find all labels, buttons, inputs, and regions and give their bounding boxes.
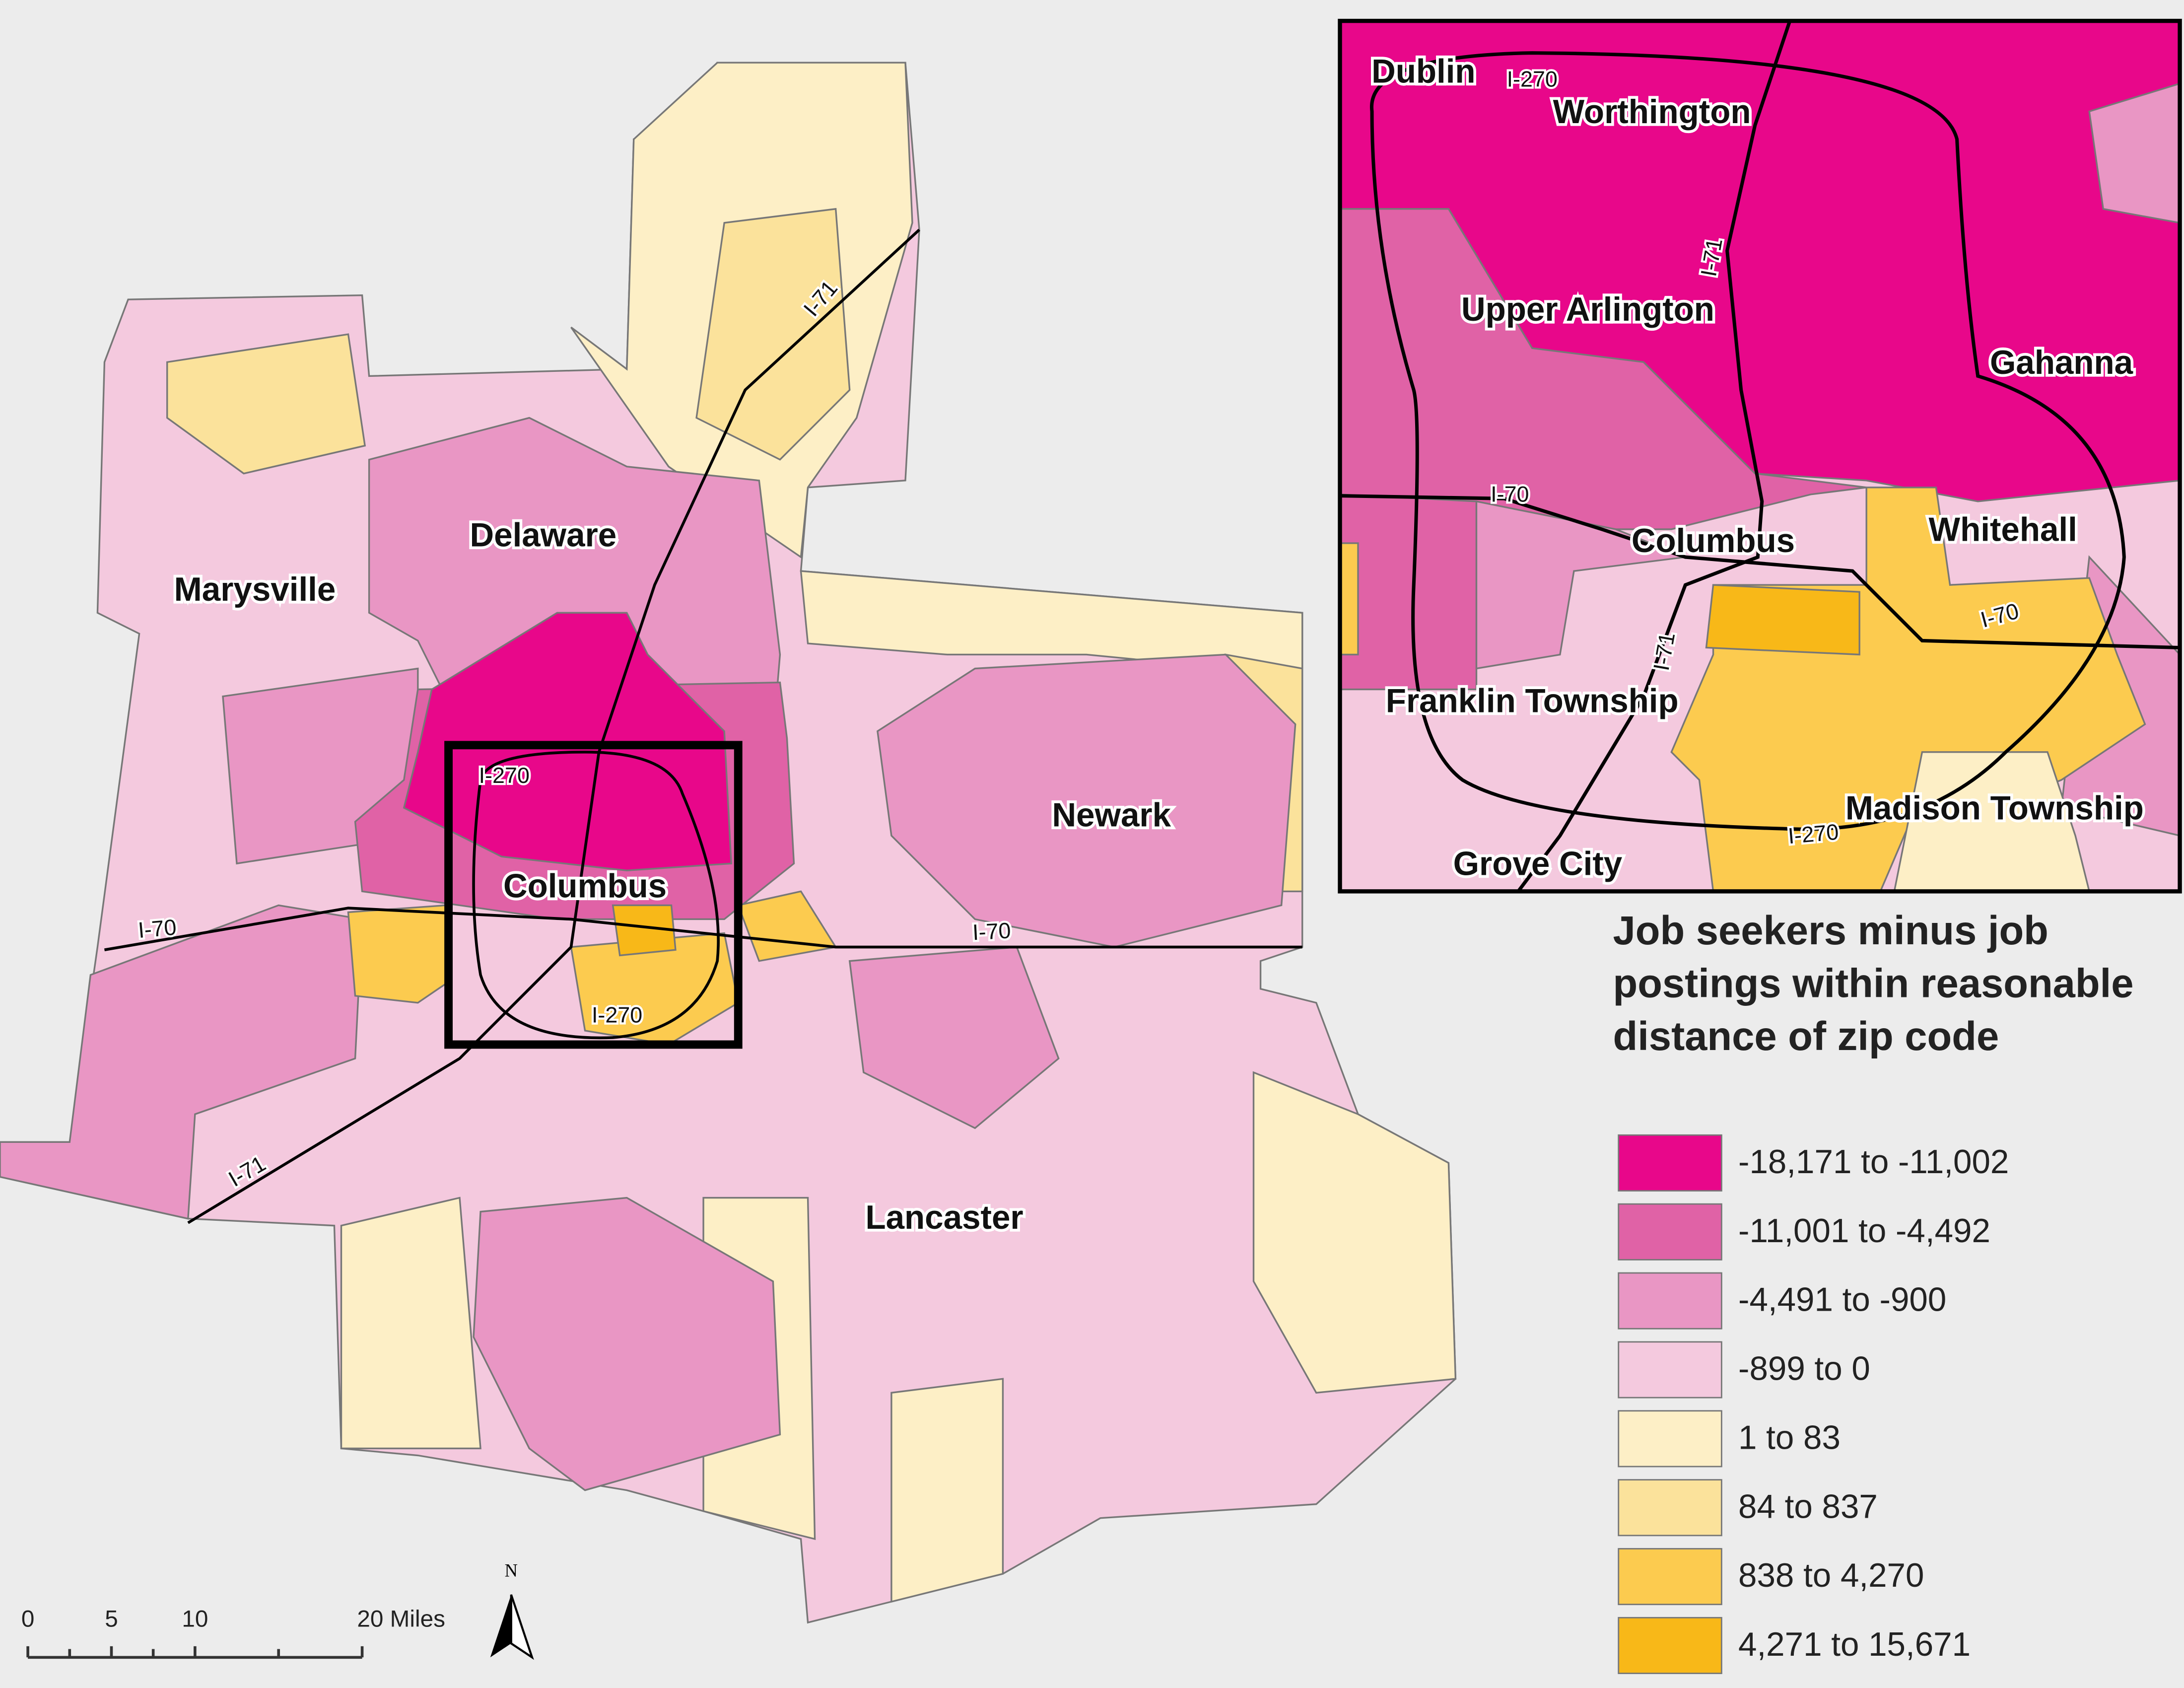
legend-label: -18,171 to -11,002 <box>1738 1143 2009 1181</box>
north-arrow-right <box>510 1594 534 1660</box>
legend-label: 84 to 837 <box>1738 1488 1878 1525</box>
legend-label: -11,001 to -4,492 <box>1738 1212 1990 1250</box>
legend-swatch <box>1618 1548 1722 1606</box>
legend-swatch <box>1618 1134 1722 1192</box>
legend-swatch <box>1618 1203 1722 1261</box>
highway-label: I-270 <box>592 1002 642 1028</box>
legend-title-box: Job seekers minus job postings within re… <box>1613 909 2134 1060</box>
zip-region <box>612 904 677 957</box>
city-label: Madison Township <box>1845 789 2144 827</box>
city-label: Dublin <box>1371 53 1475 90</box>
inset-frame <box>1338 18 2182 894</box>
zip-region <box>1340 542 1359 656</box>
north-label: N <box>505 1561 518 1581</box>
city-label: Gahanna <box>1990 344 2133 381</box>
legend-label: 4,271 to 15,671 <box>1738 1626 1971 1663</box>
zip-region <box>1705 584 1860 656</box>
inset-extent-box <box>444 741 743 1049</box>
scale-bar: 0 5 10 20 Miles <box>21 1606 445 1659</box>
legend-title: Job seekers minus job postings within re… <box>1613 909 2134 1060</box>
city-label: Columbus <box>1632 522 1795 560</box>
highway <box>1340 494 2180 649</box>
city-label: Newark <box>1052 796 1171 834</box>
zip-region <box>1475 500 1686 670</box>
zip-region <box>1340 493 1478 691</box>
legend-swatch <box>1618 1479 1722 1537</box>
highway <box>104 907 1302 951</box>
city-label: Franklin Township <box>1386 682 1679 719</box>
highway-label: I-270 <box>479 763 530 788</box>
legend: -18,171 to -11,002 -11,001 to -4,492 -4,49… <box>1618 1134 2009 1674</box>
city-label: Lancaster <box>865 1199 1023 1236</box>
legend-label: -4,491 to -900 <box>1738 1281 1946 1319</box>
city-label: Columbus <box>503 868 667 905</box>
zip-region <box>695 208 851 461</box>
legend-label: 1 to 83 <box>1738 1419 1841 1456</box>
zip-region <box>473 1196 781 1491</box>
highway <box>472 751 720 1040</box>
legend-label: 838 to 4,270 <box>1738 1557 1924 1594</box>
legend-swatch <box>1618 1341 1722 1399</box>
main-map: Delaware Marysville Columbus Newark Lancaste… <box>0 62 1457 1624</box>
legend-label: -899 to 0 <box>1738 1350 1870 1388</box>
highway-label: I-270 <box>1787 819 1840 849</box>
city-label: Upper Arlington <box>1461 291 1714 328</box>
zip-region <box>800 570 1303 677</box>
zip-region <box>1252 1071 1457 1394</box>
north-arrow: N <box>490 1561 534 1660</box>
highway-label: I-270 <box>1507 67 1558 92</box>
zip-region <box>877 653 1297 948</box>
scale-label: 20 Miles <box>357 1606 445 1632</box>
city-label: Grove City <box>1453 845 1623 883</box>
city-label: Worthington <box>1553 93 1751 131</box>
city-label: Whitehall <box>1929 511 2077 548</box>
highway <box>1369 51 2126 831</box>
legend-swatch <box>1618 1617 1722 1674</box>
zip-region <box>2088 82 2180 224</box>
highway-label: I-70 <box>137 914 177 943</box>
zip-region <box>848 946 1060 1129</box>
city-label: Delaware <box>470 517 617 554</box>
scale-label: 0 <box>21 1606 35 1632</box>
zip-region <box>1893 751 2090 892</box>
scale-label: 10 <box>182 1606 208 1632</box>
zip-region <box>890 1378 1004 1603</box>
zip-region <box>340 1196 481 1450</box>
zip-region <box>570 932 740 1046</box>
legend-swatch <box>1618 1410 1722 1468</box>
highway-label: I-70 <box>1491 482 1529 507</box>
city-label: Marysville <box>174 571 336 608</box>
scale-label: 5 <box>105 1606 118 1632</box>
north-arrow-left <box>490 1595 511 1658</box>
legend-swatch <box>1618 1272 1722 1330</box>
highway <box>1516 21 1792 892</box>
zip-region <box>166 333 366 475</box>
inset-map: Dublin Worthington Upper Arlington Gahanna C… <box>1340 21 2180 892</box>
highway-label: I-70 <box>972 917 1012 945</box>
scale-line <box>26 1646 364 1659</box>
zip-region <box>347 904 450 1004</box>
